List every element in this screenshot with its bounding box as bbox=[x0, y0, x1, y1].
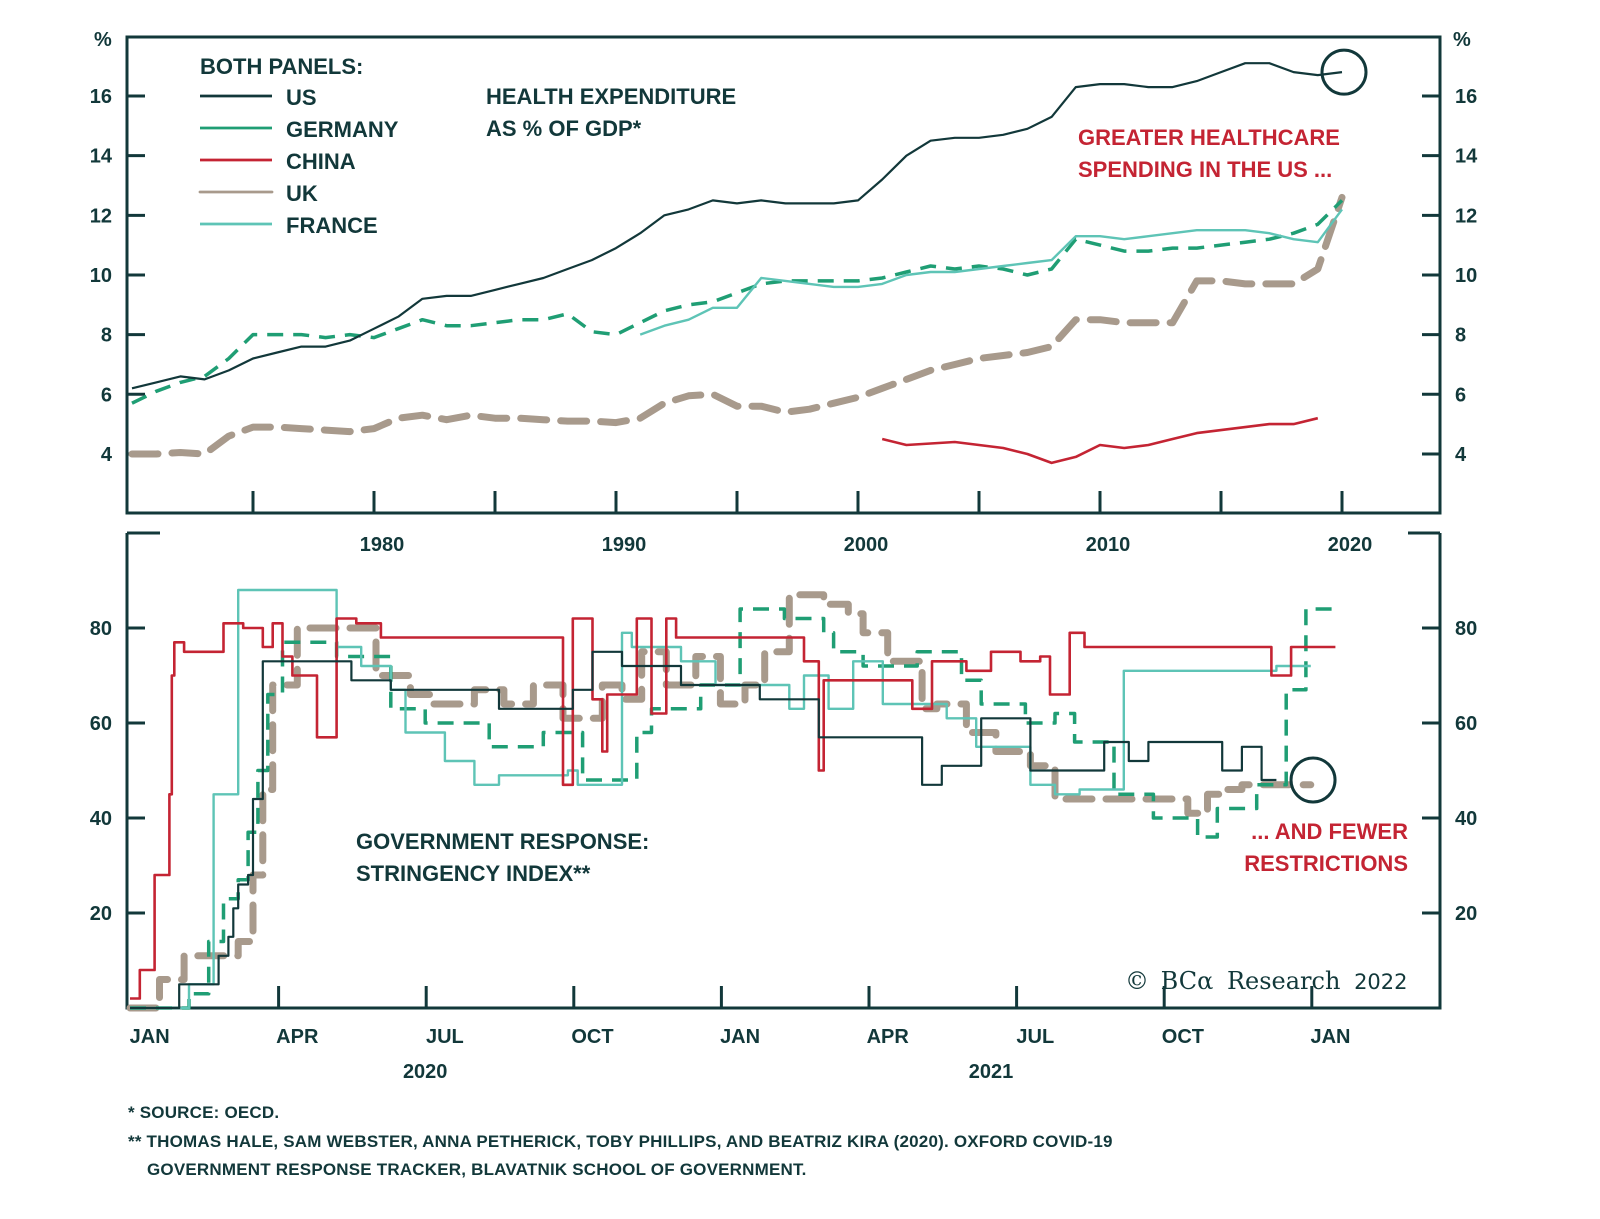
lower-left-ytick-label: 40 bbox=[90, 808, 112, 830]
lower-xtick-label: JAN bbox=[720, 1026, 760, 1048]
upper-left-ytick-label: 6 bbox=[101, 384, 112, 406]
lower-year-label: 2021 bbox=[969, 1061, 1014, 1083]
lower-y-axis: 20 20 40 40 60 60 80 80 bbox=[90, 618, 1478, 925]
footnote-source: * SOURCE: OECD. bbox=[128, 1103, 280, 1122]
lower-annotation-line: ... AND FEWER bbox=[1251, 819, 1408, 844]
upper-series-us bbox=[131, 62, 1343, 390]
upper-right-ytick-label: 14 bbox=[1455, 146, 1478, 168]
lower-panel-title: GOVERNMENT RESPONSE: STRINGENCY INDEX** bbox=[356, 829, 649, 886]
upper-panel-title: HEALTH EXPENDITURE AS % OF GDP* bbox=[486, 84, 736, 141]
lower-x-axis: JAN APR JUL OCT JAN APR JUL OCT JAN 2020 2021 bbox=[130, 986, 1350, 1083]
lower-series-germany bbox=[130, 607, 1341, 1010]
copyright-symbol: © bbox=[1125, 967, 1149, 995]
upper-left-ytick-label: 12 bbox=[90, 205, 112, 227]
legend-label-us: US bbox=[286, 85, 317, 110]
lower-xtick-label: OCT bbox=[571, 1026, 613, 1048]
lower-year-label: 2020 bbox=[403, 1061, 448, 1083]
upper-right-ytick-label: 6 bbox=[1455, 384, 1466, 406]
upper-title-line: AS % OF GDP* bbox=[486, 116, 642, 141]
lower-xtick-label: APR bbox=[867, 1026, 910, 1048]
bca-logo: © BCα Research 2022 bbox=[1125, 967, 1408, 995]
upper-title-line: HEALTH EXPENDITURE bbox=[486, 84, 736, 109]
upper-left-unit-label: % bbox=[94, 29, 112, 51]
upper-annotation-line: GREATER HEALTHCARE bbox=[1078, 125, 1340, 150]
highlight-circle bbox=[1289, 756, 1337, 804]
lower-series-group bbox=[126, 588, 1341, 1012]
upper-left-ytick-label: 8 bbox=[101, 325, 112, 347]
lower-annotation-line: RESTRICTIONS bbox=[1244, 851, 1408, 876]
logo-name: Research bbox=[1227, 967, 1340, 995]
lower-series-france bbox=[130, 588, 1311, 1010]
legend-title: BOTH PANELS: bbox=[200, 54, 363, 79]
lower-series-china bbox=[130, 617, 1336, 1000]
upper-left-ytick-label: 14 bbox=[90, 146, 113, 168]
lower-series-uk bbox=[126, 591, 1315, 1012]
lower-title-line: GOVERNMENT RESPONSE: bbox=[356, 829, 649, 854]
upper-right-ytick-label: 16 bbox=[1455, 86, 1477, 108]
lower-title-line: STRINGENCY INDEX** bbox=[356, 861, 591, 886]
upper-right-ytick-label: 4 bbox=[1455, 444, 1467, 466]
upper-xtick-label: 2020 bbox=[1328, 534, 1373, 556]
legend-label-china: CHINA bbox=[286, 149, 356, 174]
highlight-circle bbox=[1320, 48, 1368, 96]
upper-left-ytick-label: 10 bbox=[90, 265, 112, 287]
lower-right-ytick-label: 60 bbox=[1455, 713, 1477, 735]
lower-right-ytick-label: 40 bbox=[1455, 808, 1477, 830]
lower-series-us bbox=[130, 650, 1277, 1010]
lower-xtick-label: JUL bbox=[1016, 1026, 1054, 1048]
lower-panel-frame bbox=[125, 533, 1442, 1010]
upper-right-ytick-label: 12 bbox=[1455, 205, 1477, 227]
upper-series-uk bbox=[128, 193, 1346, 458]
logo-year: 2022 bbox=[1354, 970, 1407, 994]
upper-left-ytick-label: 16 bbox=[90, 86, 112, 108]
lower-right-ytick-label: 20 bbox=[1455, 903, 1477, 925]
upper-xtick-label: 1980 bbox=[360, 534, 405, 556]
upper-panel-frame bbox=[125, 35, 1442, 515]
lower-xtick-label: JUL bbox=[426, 1026, 464, 1048]
lower-left-ytick-label: 80 bbox=[90, 618, 112, 640]
logo-brand: BCα bbox=[1161, 967, 1214, 995]
upper-series-france bbox=[639, 208, 1343, 336]
us-spending-annotation: GREATER HEALTHCARE SPENDING IN THE US ... bbox=[1078, 48, 1368, 182]
upper-series-china bbox=[881, 416, 1319, 465]
lower-left-ytick-label: 60 bbox=[90, 713, 112, 735]
lower-xtick-label: JAN bbox=[1310, 1026, 1350, 1048]
upper-annotation-line: SPENDING IN THE US ... bbox=[1078, 157, 1332, 182]
upper-xtick-label: 1990 bbox=[602, 534, 647, 556]
upper-right-ytick-label: 8 bbox=[1455, 325, 1466, 347]
upper-xtick-label: 2010 bbox=[1086, 534, 1131, 556]
upper-series-germany bbox=[131, 199, 1344, 405]
upper-xtick-label: 2000 bbox=[844, 534, 889, 556]
upper-series-group bbox=[128, 62, 1346, 465]
fewer-restrictions-annotation: ... AND FEWER RESTRICTIONS bbox=[1244, 756, 1408, 876]
upper-right-unit-label: % bbox=[1453, 29, 1471, 51]
lower-left-ytick-label: 20 bbox=[90, 903, 112, 925]
lower-xtick-label: JAN bbox=[130, 1026, 170, 1048]
footnote-citation-continued: GOVERNMENT RESPONSE TRACKER, BLAVATNIK S… bbox=[147, 1160, 807, 1179]
legend-label-uk: UK bbox=[286, 181, 318, 206]
upper-left-ytick-label: 4 bbox=[101, 444, 113, 466]
legend: BOTH PANELS: US GERMANY CHINA UK FRANCE bbox=[198, 54, 399, 238]
legend-label-france: FRANCE bbox=[286, 213, 378, 238]
upper-x-axis: 1980 1990 2000 2010 2020 bbox=[251, 491, 1373, 556]
upper-y-axis: 4 4 6 6 8 8 10 10 12 12 14 14 16 16 bbox=[90, 86, 1478, 466]
legend-label-germany: GERMANY bbox=[286, 117, 399, 142]
footnote-citation: ** THOMAS HALE, SAM WEBSTER, ANNA PETHER… bbox=[128, 1132, 1113, 1151]
lower-xtick-label: OCT bbox=[1162, 1026, 1204, 1048]
upper-right-ytick-label: 10 bbox=[1455, 265, 1477, 287]
upper-panel-health-expenditure: % % 4 4 6 6 8 8 10 10 12 12 14 14 16 16 1980 1990 2000 2… bbox=[90, 29, 1478, 556]
lower-xtick-label: APR bbox=[276, 1026, 319, 1048]
lower-right-ytick-label: 80 bbox=[1455, 618, 1477, 640]
